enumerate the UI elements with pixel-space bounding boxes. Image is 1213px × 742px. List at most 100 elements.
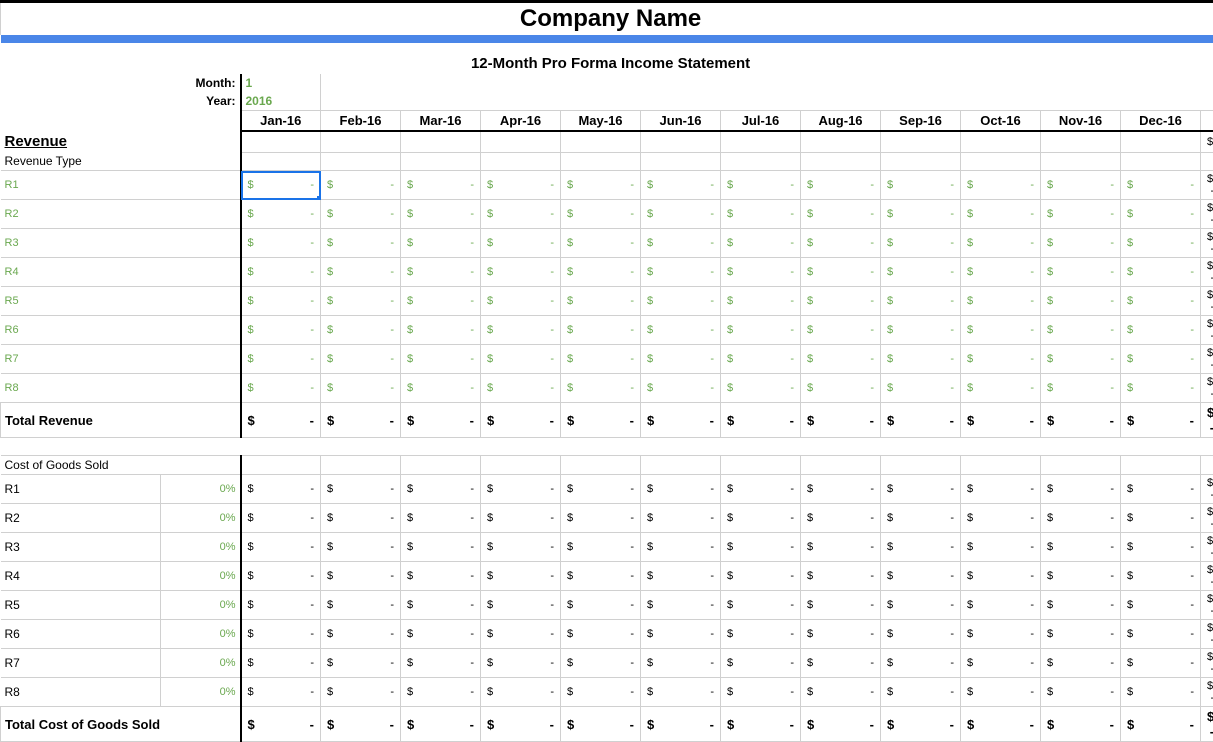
cogs-cell[interactable]: $- [881,591,961,620]
cogs-cell[interactable]: $- [641,533,721,562]
cogs-cell[interactable]: $- [721,591,801,620]
revenue-cell[interactable]: $- [481,374,561,403]
revenue-cell[interactable]: $- [1121,258,1201,287]
revenue-cell[interactable]: $- [801,200,881,229]
cogs-cell[interactable]: $- [1041,678,1121,707]
cogs-cell[interactable]: $- [561,649,641,678]
revenue-cell[interactable]: $- [1041,374,1121,403]
revenue-cell[interactable]: $- [1041,316,1121,345]
cogs-cell[interactable]: $- [881,475,961,504]
cogs-row-label[interactable]: R4 [1,562,161,591]
revenue-cell[interactable]: $- [481,258,561,287]
revenue-cell[interactable]: $- [241,316,321,345]
revenue-row-label[interactable]: R6 [1,316,241,345]
revenue-cell[interactable]: $- [1041,345,1121,374]
cogs-cell[interactable]: $- [241,504,321,533]
revenue-cell[interactable]: $- [881,171,961,200]
cogs-cell[interactable]: $- [241,562,321,591]
cogs-cell[interactable]: $- [321,562,401,591]
cogs-cell[interactable]: $- [1201,533,1213,562]
cogs-cell[interactable]: $- [961,475,1041,504]
cogs-cell[interactable]: $- [961,504,1041,533]
revenue-cell[interactable]: $- [241,287,321,316]
cogs-cell[interactable]: $- [641,649,721,678]
cogs-cell[interactable]: $- [801,620,881,649]
cogs-cell[interactable]: $- [881,649,961,678]
cogs-cell[interactable]: $- [721,649,801,678]
cogs-cell[interactable]: $- [561,562,641,591]
revenue-cell[interactable]: $- [1041,287,1121,316]
cogs-cell[interactable]: $- [481,620,561,649]
revenue-cell[interactable]: $- [801,374,881,403]
revenue-cell[interactable]: $- [241,374,321,403]
cogs-cell[interactable]: $- [241,649,321,678]
cogs-cell[interactable]: $- [641,620,721,649]
revenue-cell[interactable]: $- [1201,200,1213,229]
cogs-cell[interactable]: $- [641,475,721,504]
cogs-cell[interactable]: $- [641,591,721,620]
revenue-cell[interactable]: $- [801,345,881,374]
revenue-cell[interactable]: $- [641,345,721,374]
cogs-cell[interactable]: $- [1121,678,1201,707]
revenue-cell[interactable]: $- [801,316,881,345]
cogs-cell[interactable]: $- [1041,562,1121,591]
cogs-cell[interactable]: $- [801,562,881,591]
cogs-cell[interactable]: $- [801,504,881,533]
revenue-cell[interactable]: $- [481,287,561,316]
revenue-cell[interactable]: $- [801,287,881,316]
cogs-cell[interactable]: $- [721,678,801,707]
revenue-cell[interactable]: $- [881,287,961,316]
cogs-cell[interactable]: $- [561,620,641,649]
revenue-cell[interactable]: $- [721,316,801,345]
cogs-pct[interactable]: 0% [161,649,241,678]
revenue-cell[interactable]: $- [721,229,801,258]
revenue-cell[interactable]: $- [881,316,961,345]
revenue-cell[interactable]: $- [241,229,321,258]
revenue-row-label[interactable]: R1 [1,171,241,200]
revenue-cell[interactable]: $- [721,345,801,374]
cogs-pct[interactable]: 0% [161,533,241,562]
revenue-cell[interactable]: $- [641,316,721,345]
cogs-cell[interactable]: $- [401,649,481,678]
revenue-cell[interactable]: $- [1121,316,1201,345]
cogs-pct[interactable]: 0% [161,562,241,591]
revenue-cell[interactable]: $- [321,287,401,316]
cogs-cell[interactable]: $- [241,475,321,504]
revenue-cell[interactable]: $- [401,229,481,258]
revenue-cell[interactable]: $- [961,258,1041,287]
revenue-cell[interactable]: $- [1201,258,1213,287]
cogs-cell[interactable]: $- [721,504,801,533]
revenue-cell[interactable]: $- [1041,200,1121,229]
cogs-cell[interactable]: $- [241,591,321,620]
cogs-cell[interactable]: $- [1041,620,1121,649]
cogs-cell[interactable]: $- [481,533,561,562]
cogs-cell[interactable]: $- [481,678,561,707]
cogs-cell[interactable]: $- [1121,562,1201,591]
revenue-cell[interactable]: $- [721,258,801,287]
cogs-cell[interactable]: $- [1121,620,1201,649]
cogs-cell[interactable]: $- [1201,562,1213,591]
revenue-cell[interactable]: $- [1201,171,1213,200]
cogs-cell[interactable]: $- [721,533,801,562]
cogs-row-label[interactable]: R7 [1,649,161,678]
revenue-cell[interactable]: $- [401,258,481,287]
revenue-row-label[interactable]: R3 [1,229,241,258]
cogs-cell[interactable]: $- [401,504,481,533]
revenue-cell[interactable]: $- [321,374,401,403]
cogs-cell[interactable]: $- [801,591,881,620]
cogs-cell[interactable]: $- [721,562,801,591]
revenue-cell[interactable]: $- [1121,171,1201,200]
revenue-cell[interactable]: $- [401,316,481,345]
revenue-cell[interactable]: $- [1201,345,1213,374]
revenue-cell[interactable]: $- [561,316,641,345]
cogs-pct[interactable]: 0% [161,678,241,707]
revenue-cell[interactable]: $- [641,258,721,287]
cogs-cell[interactable]: $- [641,504,721,533]
revenue-cell[interactable]: $- [641,287,721,316]
cogs-cell[interactable]: $- [321,504,401,533]
revenue-cell[interactable]: $- [1041,171,1121,200]
cogs-cell[interactable]: $- [241,533,321,562]
cogs-cell[interactable]: $- [481,591,561,620]
cogs-cell[interactable]: $- [321,533,401,562]
revenue-cell[interactable]: $- [561,374,641,403]
